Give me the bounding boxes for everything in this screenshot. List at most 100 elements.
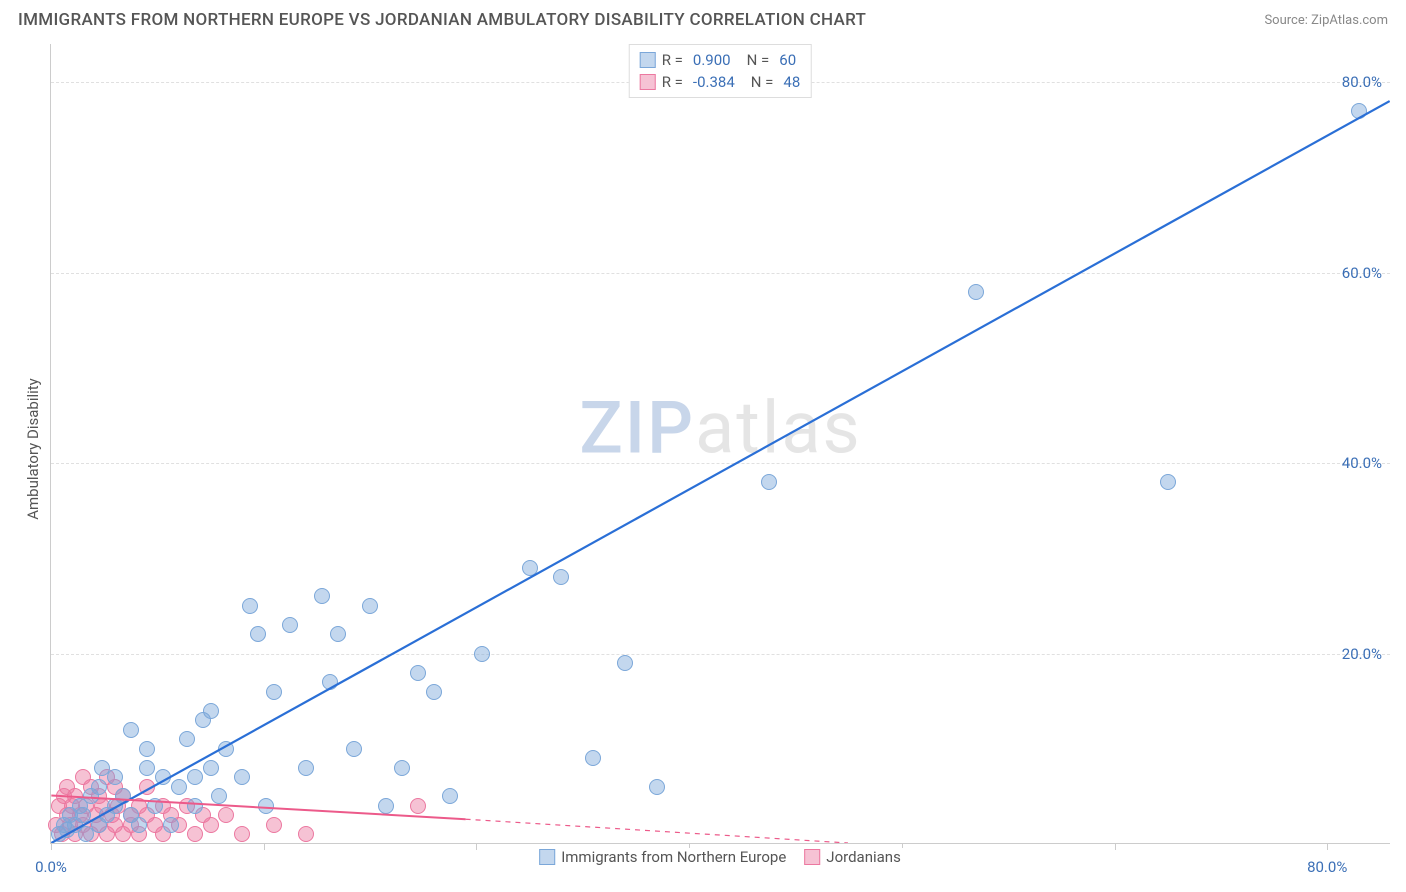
gridline-h [51,463,1390,464]
scatter-point [218,807,234,823]
x-tick [51,844,52,850]
legend-item-pink: Jordanians [804,848,901,866]
legend-r-label: R = [662,51,683,69]
scatter-point [218,741,234,757]
scatter-point [522,560,538,576]
scatter-point [203,817,219,833]
y-tick-label: 80.0% [1342,73,1382,91]
chart-title: IMMIGRANTS FROM NORTHERN EUROPE VS JORDA… [18,10,866,30]
scatter-point [75,807,91,823]
scatter-point [761,474,777,490]
x-tick [264,844,265,850]
scatter-point [155,769,171,785]
scatter-point [282,617,298,633]
scatter-point [346,741,362,757]
scatter-point [553,569,569,585]
scatter-point [187,769,203,785]
scatter-point [179,731,195,747]
watermark-zip: ZIP [579,385,695,470]
trend-line [51,101,1389,843]
gridline-h [51,273,1390,274]
y-tick-label: 20.0% [1342,645,1382,663]
legend-swatch-pink [804,849,820,865]
legend-blue-n-value: 60 [779,51,796,69]
scatter-point [139,779,155,795]
scatter-point [394,760,410,776]
scatter-point [474,646,490,662]
source-label: Source: [1264,13,1307,28]
scatter-point [242,598,258,614]
scatter-point [314,588,330,604]
scatter-point [298,760,314,776]
scatter-point [298,826,314,842]
legend-item-blue: Immigrants from Northern Europe [539,848,786,866]
scatter-point [115,788,131,804]
scatter-point [266,817,282,833]
scatter-point [203,703,219,719]
scatter-point [617,655,633,671]
scatter-point [107,769,123,785]
scatter-point [258,798,274,814]
legend-row-blue: R = 0.900 N = 60 [640,49,801,71]
scatter-point [123,722,139,738]
x-tick [1327,844,1328,850]
scatter-point [322,674,338,690]
legend-row-pink: R = -0.384 N = 48 [640,71,801,93]
legend-swatch-blue [640,52,656,68]
source-name: ZipAtlas.com [1311,13,1388,28]
legend-blue-r-value: 0.900 [693,51,731,69]
scatter-point [410,665,426,681]
scatter-point [362,598,378,614]
chart-header: IMMIGRANTS FROM NORTHERN EUROPE VS JORDA… [0,0,1406,36]
legend-swatch-blue [539,849,555,865]
scatter-point [139,760,155,776]
plot-area: ZIPatlas 20.0%40.0%60.0%80.0%0.0%80.0% [50,44,1390,844]
x-origin-label: 0.0% [35,858,67,876]
scatter-point [330,626,346,642]
scatter-point [442,788,458,804]
watermark: ZIPatlas [579,385,861,470]
scatter-point [203,760,219,776]
trend-line [466,819,848,843]
legend-n-label: N = [747,51,770,69]
legend-series: Immigrants from Northern Europe Jordania… [529,848,911,866]
scatter-point [139,741,155,757]
watermark-atlas: atlas [695,385,862,470]
scatter-point [649,779,665,795]
scatter-point [378,798,394,814]
source-attribution: Source: ZipAtlas.com [1264,13,1388,28]
legend-swatch-pink [640,74,656,90]
scatter-point [131,817,147,833]
scatter-point [147,798,163,814]
y-axis-title: Ambulatory Disability [24,378,42,520]
gridline-h [51,654,1390,655]
scatter-point [234,769,250,785]
x-end-label: 80.0% [1307,858,1347,876]
scatter-point [163,817,179,833]
x-tick [476,844,477,850]
legend-label-pink: Jordanians [826,848,901,866]
scatter-point [968,284,984,300]
legend-label-blue: Immigrants from Northern Europe [561,848,786,866]
scatter-point [1351,103,1367,119]
legend-n-label: N = [751,73,774,91]
y-tick-label: 40.0% [1342,454,1382,472]
legend-pink-n-value: 48 [783,73,800,91]
scatter-point [91,779,107,795]
scatter-point [234,826,250,842]
legend-pink-r-value: -0.384 [693,73,735,91]
legend-statistics: R = 0.900 N = 60 R = -0.384 N = 48 [629,44,812,98]
scatter-point [187,798,203,814]
scatter-point [211,788,227,804]
scatter-point [266,684,282,700]
chart-container: ZIPatlas 20.0%40.0%60.0%80.0%0.0%80.0% R… [50,44,1390,864]
scatter-point [187,826,203,842]
scatter-point [1160,474,1176,490]
y-tick-label: 60.0% [1342,264,1382,282]
legend-r-label: R = [662,73,683,91]
scatter-point [410,798,426,814]
scatter-point [426,684,442,700]
trend-lines-layer [51,44,1390,843]
scatter-point [250,626,266,642]
scatter-point [171,779,187,795]
